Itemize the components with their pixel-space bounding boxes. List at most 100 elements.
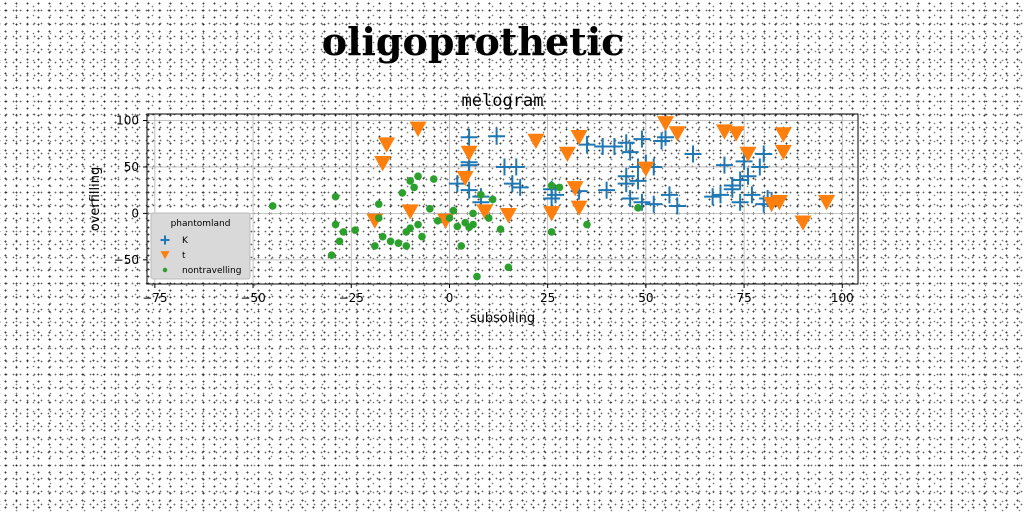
data-point xyxy=(268,202,277,210)
data-point xyxy=(374,214,383,222)
data-point xyxy=(633,130,651,148)
data-point xyxy=(386,237,395,246)
data-point xyxy=(570,200,588,216)
data-point xyxy=(488,195,497,204)
data-point xyxy=(378,232,387,241)
data-point xyxy=(633,193,651,211)
legend-label: t xyxy=(182,251,186,261)
data-point xyxy=(583,220,591,229)
data-point xyxy=(723,180,741,198)
data-point xyxy=(755,145,773,163)
plot-frame xyxy=(146,113,859,285)
data-point xyxy=(598,181,616,199)
data-point xyxy=(409,121,427,137)
data-point xyxy=(499,208,517,224)
data-point xyxy=(448,175,466,193)
data-point xyxy=(327,251,336,260)
x-axis-label: subsoiling xyxy=(470,311,535,326)
data-point xyxy=(374,156,392,172)
x-tick-label: 75 xyxy=(736,291,751,305)
data-point xyxy=(743,186,761,204)
data-point xyxy=(331,192,340,201)
data-point xyxy=(657,128,675,146)
data-point xyxy=(605,138,623,156)
legend-label: K xyxy=(182,236,189,246)
data-point xyxy=(504,263,513,272)
legend-title: phantomland xyxy=(171,219,231,229)
legend-marker xyxy=(160,235,170,245)
data-point xyxy=(460,128,478,146)
data-point xyxy=(473,272,481,281)
data-point xyxy=(406,177,415,185)
data-point xyxy=(621,190,639,208)
data-point xyxy=(426,204,434,213)
series-t xyxy=(366,116,836,231)
data-point xyxy=(414,172,422,181)
data-point xyxy=(351,226,360,234)
data-point xyxy=(629,172,647,190)
x-tick-label: −50 xyxy=(240,291,265,305)
data-point xyxy=(558,146,576,163)
data-point xyxy=(731,193,749,211)
data-point xyxy=(543,206,561,222)
data-point xyxy=(570,129,588,146)
data-point xyxy=(555,183,564,192)
data-point xyxy=(712,186,730,204)
legend-entry: nontravelling xyxy=(162,266,241,276)
data-point xyxy=(445,214,454,222)
data-point xyxy=(774,127,792,143)
data-point xyxy=(503,175,521,193)
data-point xyxy=(794,215,812,231)
data-point xyxy=(511,178,529,196)
y-tick-label: 0 xyxy=(131,206,139,220)
legend-entry: K xyxy=(160,235,189,246)
y-tick-label: 50 xyxy=(124,160,139,174)
data-point xyxy=(660,186,678,204)
legend-marker xyxy=(162,267,168,273)
data-point xyxy=(774,144,792,161)
data-point xyxy=(653,132,671,150)
data-point xyxy=(704,188,722,206)
data-point xyxy=(496,225,505,234)
data-point xyxy=(657,116,675,132)
data-point xyxy=(617,175,635,193)
data-point xyxy=(433,217,442,225)
data-point xyxy=(374,200,383,208)
data-point xyxy=(401,204,419,220)
data-point xyxy=(410,183,418,192)
data-point xyxy=(566,181,584,197)
data-point xyxy=(751,158,769,176)
data-point xyxy=(406,224,415,233)
data-point xyxy=(645,195,663,213)
series-K xyxy=(448,127,781,215)
data-point xyxy=(621,143,639,161)
data-point xyxy=(547,181,556,190)
data-point xyxy=(477,190,485,199)
data-point xyxy=(727,126,745,142)
legend-marker xyxy=(160,251,170,260)
legend-entry: t xyxy=(160,251,186,261)
data-point xyxy=(739,167,757,185)
data-point xyxy=(429,175,438,183)
data-point xyxy=(547,186,565,204)
figure-title: oligoprothetic xyxy=(321,19,625,64)
data-point xyxy=(469,220,477,229)
data-point xyxy=(394,239,403,247)
y-tick-label: −50 xyxy=(114,253,139,267)
data-point xyxy=(460,181,478,199)
data-point xyxy=(335,237,344,246)
data-point xyxy=(763,196,781,213)
x-tick-label: 25 xyxy=(540,291,555,305)
data-point xyxy=(371,242,379,250)
data-point xyxy=(331,220,340,229)
data-points xyxy=(268,116,836,281)
data-point xyxy=(456,170,474,187)
data-point xyxy=(418,232,426,241)
data-point xyxy=(637,161,655,177)
data-point xyxy=(731,171,749,189)
data-point xyxy=(668,197,686,215)
data-point xyxy=(449,206,458,215)
data-point xyxy=(339,228,348,236)
y-tick-label: 100 xyxy=(116,114,139,128)
